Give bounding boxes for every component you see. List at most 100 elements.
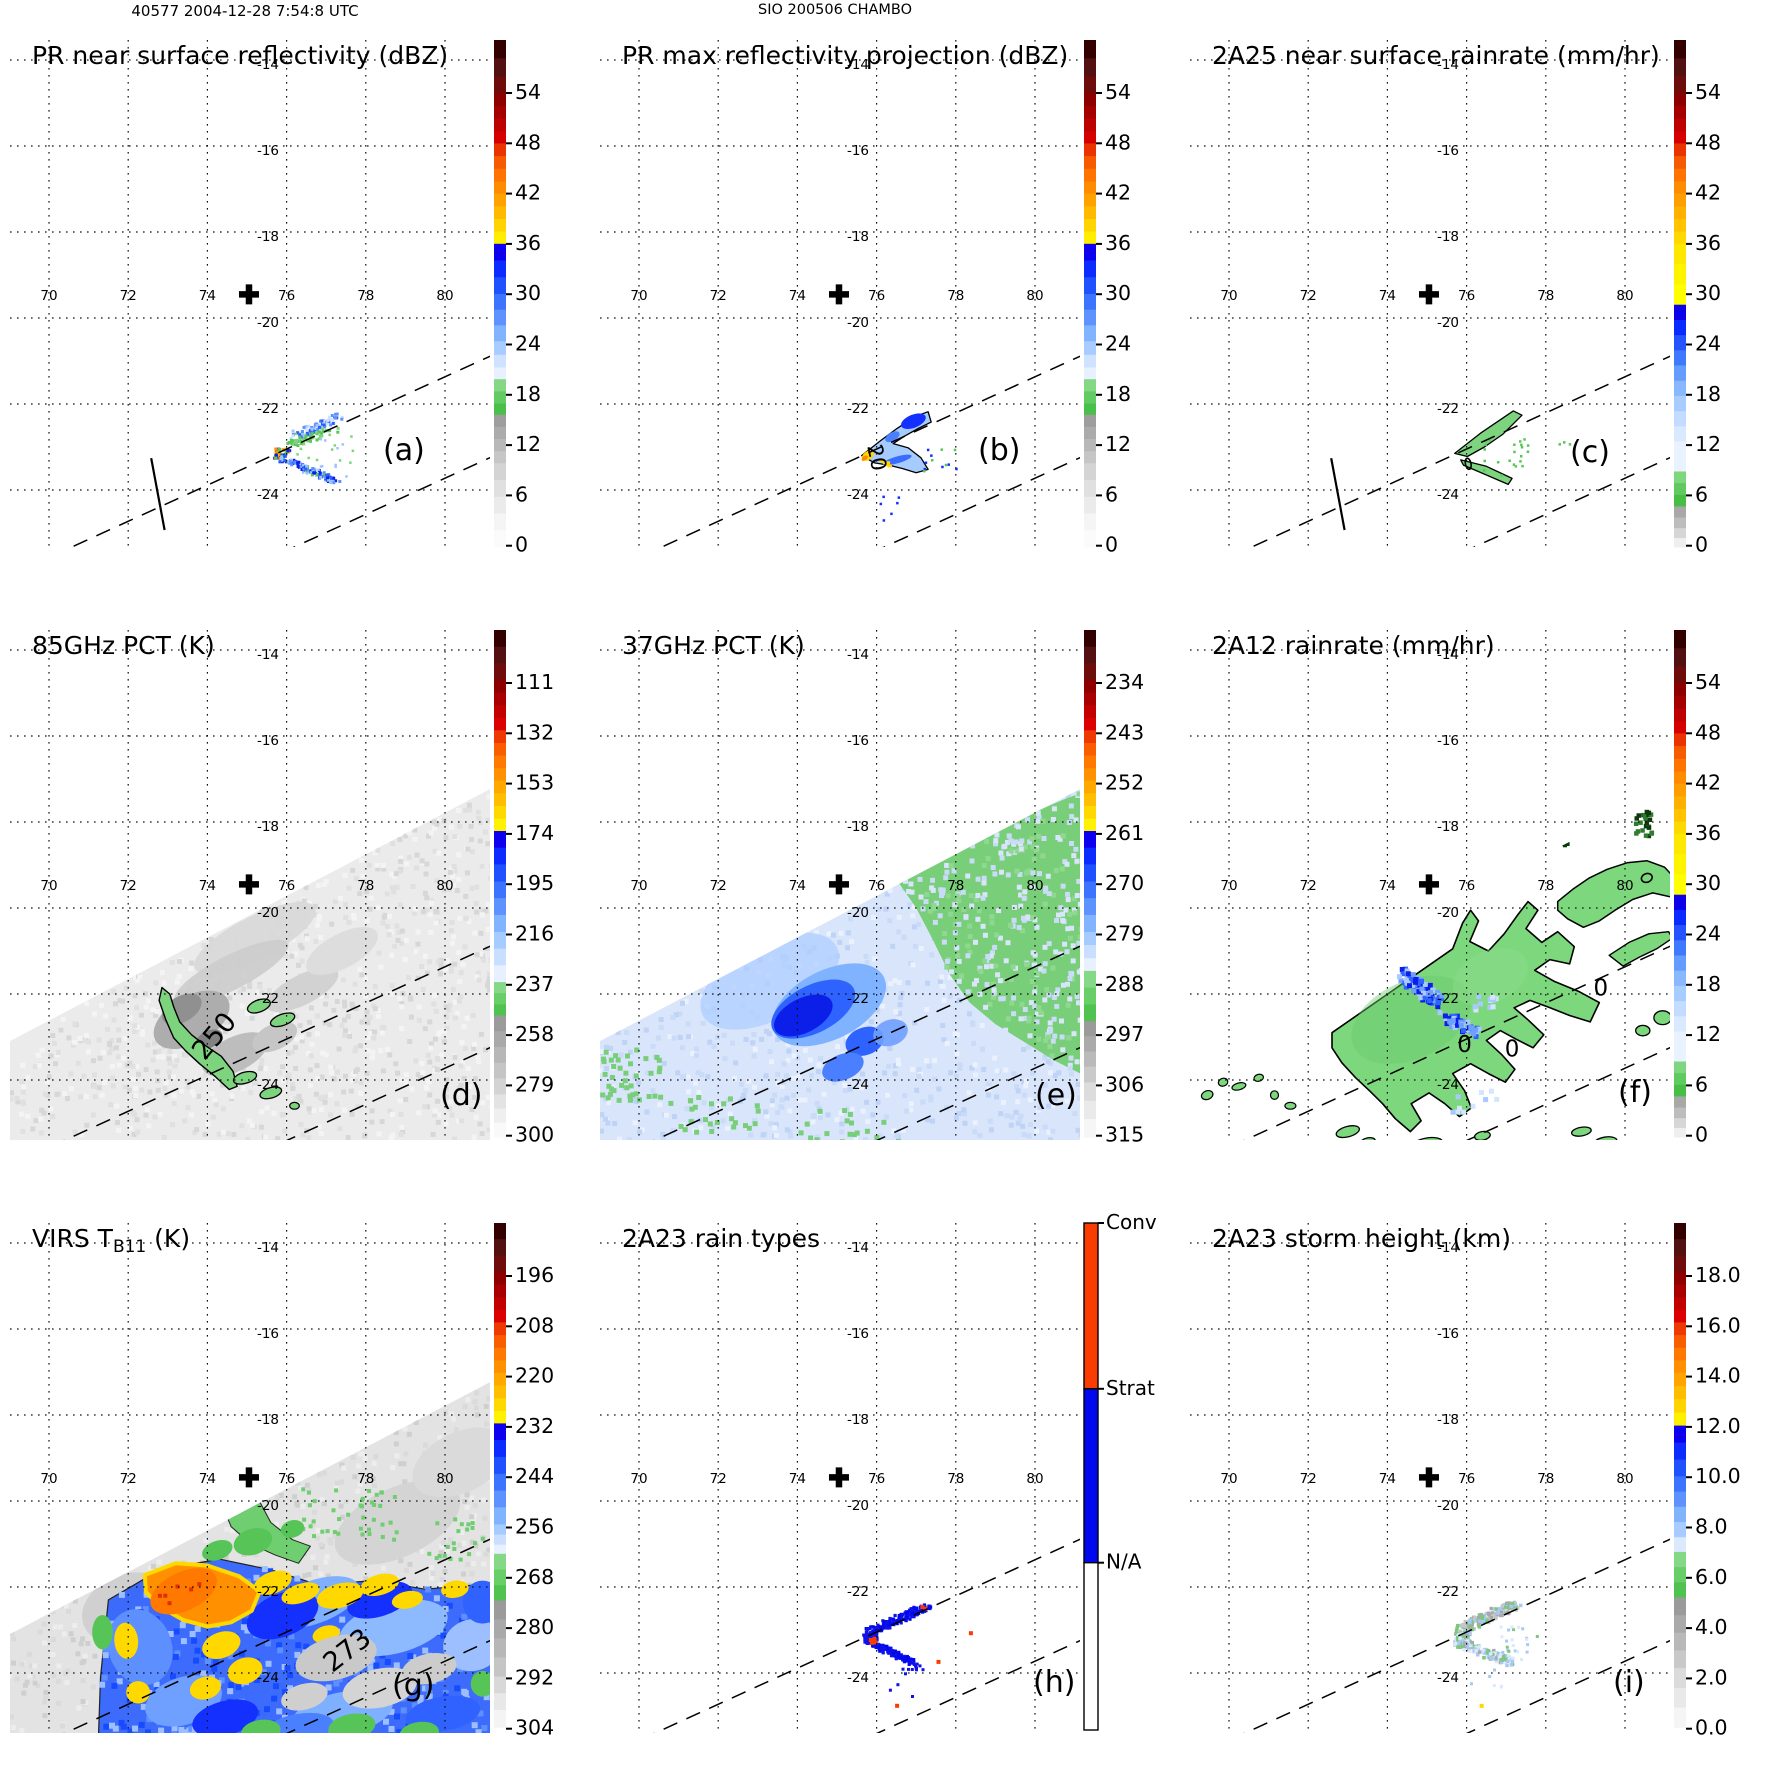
colorbar-label: 6 <box>1695 1072 1708 1096</box>
colorbar-segment <box>1674 219 1686 233</box>
noise-pixel <box>990 865 996 870</box>
data-pixel <box>308 434 312 438</box>
noise-pixel <box>1076 969 1080 975</box>
data-pixel <box>881 1651 885 1655</box>
data-pixel <box>1430 987 1436 993</box>
noise-pixel <box>992 944 998 950</box>
data-pixel <box>302 434 306 438</box>
noise-pixel <box>286 1050 292 1056</box>
noise-pixel <box>679 1045 685 1051</box>
noise-pixel <box>334 999 340 1004</box>
noise-pixel <box>1062 941 1068 947</box>
data-pixel-cluster <box>968 1631 973 1636</box>
colorbar-label: 196 <box>515 1263 554 1287</box>
noise-pixel <box>627 1137 633 1140</box>
data-pixel <box>889 464 892 468</box>
noise-pixel <box>376 1131 382 1137</box>
noise-pixel <box>237 989 243 995</box>
noise-pixel <box>445 958 451 964</box>
noise-pixel <box>210 1114 216 1120</box>
data-pixel <box>452 1546 457 1551</box>
data-blob <box>150 1568 217 1615</box>
data-pixel <box>628 1083 634 1089</box>
data-pixel <box>322 471 326 475</box>
noise-pixel <box>1030 915 1036 921</box>
noise-pixel <box>845 930 851 936</box>
noise-pixel <box>772 1092 778 1098</box>
noise-pixel <box>156 1559 162 1565</box>
noise-pixel <box>427 1019 433 1025</box>
noise-pixel <box>398 902 403 908</box>
data-pixel <box>634 1047 640 1053</box>
noise-pixel <box>930 877 935 883</box>
noise-pixel <box>466 919 472 924</box>
data-pixel <box>1419 978 1424 984</box>
noise-pixel <box>182 1118 188 1124</box>
noise-pixel <box>276 1642 283 1649</box>
noise-pixel <box>981 880 987 886</box>
colorbar-segment <box>494 1347 506 1361</box>
data-pixel <box>310 426 314 429</box>
noise-pixel <box>1042 901 1048 907</box>
noise-pixel <box>672 1114 678 1120</box>
swath-edge-lower-dashed-line <box>1465 1046 1670 1140</box>
noise-pixel <box>318 1542 324 1548</box>
noise-pixel <box>322 1094 328 1100</box>
noise-pixel <box>452 1136 457 1140</box>
noise-pixel <box>939 893 944 898</box>
data-pixel-streak <box>278 455 342 485</box>
data-pixel <box>899 1621 903 1625</box>
noise-pixel <box>248 1089 254 1095</box>
data-pixel <box>891 1617 895 1621</box>
colorbar-segment <box>1674 365 1686 382</box>
noise-pixel <box>865 1119 871 1125</box>
colorbar-label: 279 <box>515 1072 554 1096</box>
data-pixel <box>885 461 889 465</box>
data-pixel <box>1500 474 1503 477</box>
data-blob <box>1570 1126 1592 1137</box>
noise-pixel <box>908 1101 914 1107</box>
data-pixel <box>329 481 332 484</box>
map-grid: 70 72 74 76 78 80-14-16-18-20-22-24 <box>10 1223 490 1733</box>
noise-pixel <box>464 1015 470 1021</box>
noise-pixel <box>474 909 480 915</box>
lon-tick-label: 70 <box>40 1471 57 1487</box>
noise-pixel <box>128 1125 133 1131</box>
lat-tick-label: -14 <box>847 57 869 73</box>
noise-pixel <box>24 1679 30 1685</box>
data-pixel <box>323 473 327 477</box>
noise-pixel <box>325 1684 332 1691</box>
noise-pixel <box>764 1113 770 1119</box>
noise-pixel <box>739 1081 744 1087</box>
data-pixel <box>296 431 300 435</box>
noise-pixel <box>429 1575 435 1581</box>
noise-pixel <box>956 958 962 964</box>
noise-pixel <box>365 1020 371 1026</box>
colorbar-label: 279 <box>1105 922 1144 946</box>
noise-pixel <box>132 1725 138 1732</box>
data-pixel <box>308 428 312 432</box>
noise-pixel <box>246 1118 252 1124</box>
noise-pixel <box>947 993 953 999</box>
colorbar-segment <box>494 1031 506 1048</box>
noise-pixel <box>1030 844 1036 850</box>
colorbar-label: 270 <box>1105 871 1144 895</box>
panel-title: PR max reflectivity projection (dBZ) <box>622 41 1068 70</box>
contour-ellipse <box>1464 457 1472 471</box>
data-pixel <box>941 465 944 469</box>
colorbar-label: 36 <box>1695 821 1721 845</box>
noise-pixel <box>478 951 484 957</box>
data-blob <box>1217 1077 1229 1087</box>
data-pixel <box>847 1131 853 1137</box>
noise-pixel <box>68 1631 74 1637</box>
data-pixel <box>865 1632 869 1636</box>
noise-pixel <box>438 1052 444 1058</box>
noise-pixel <box>906 889 912 894</box>
colorbar-label: 36 <box>1695 231 1721 255</box>
noise-pixel <box>52 1040 57 1046</box>
colorbar-segment <box>1084 118 1096 132</box>
panel-h: 70 72 74 76 78 80-14-16-18-20-22-24ConvStratN… <box>600 1210 1157 1733</box>
data-pixel <box>918 1664 922 1668</box>
noise-pixel <box>147 1089 153 1095</box>
data-pixel <box>955 467 958 471</box>
